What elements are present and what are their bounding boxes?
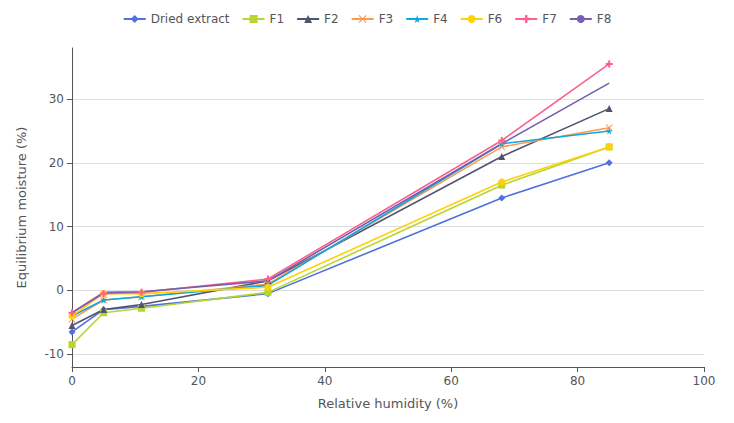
svg-text:Relative humidity (%): Relative humidity (%) bbox=[318, 396, 459, 411]
svg-text:40: 40 bbox=[317, 374, 332, 388]
svg-text:100: 100 bbox=[693, 374, 716, 388]
svg-text:0: 0 bbox=[68, 374, 76, 388]
svg-text:F1: F1 bbox=[270, 12, 285, 26]
svg-text:-10: -10 bbox=[44, 347, 64, 361]
svg-text:F8: F8 bbox=[597, 12, 612, 26]
svg-text:F3: F3 bbox=[379, 12, 394, 26]
svg-text:F2: F2 bbox=[324, 12, 339, 26]
svg-text:80: 80 bbox=[570, 374, 585, 388]
svg-text:F4: F4 bbox=[433, 12, 448, 26]
svg-text:20: 20 bbox=[49, 156, 64, 170]
svg-text:60: 60 bbox=[444, 374, 459, 388]
svg-text:20: 20 bbox=[191, 374, 206, 388]
svg-text:F6: F6 bbox=[488, 12, 503, 26]
svg-text:F7: F7 bbox=[542, 12, 557, 26]
svg-text:Equilibrium moisture (%): Equilibrium moisture (%) bbox=[14, 127, 29, 289]
svg-text:30: 30 bbox=[49, 92, 64, 106]
svg-text:10: 10 bbox=[49, 220, 64, 234]
svg-text:Dried extract: Dried extract bbox=[151, 12, 230, 26]
svg-text:0: 0 bbox=[56, 283, 64, 297]
